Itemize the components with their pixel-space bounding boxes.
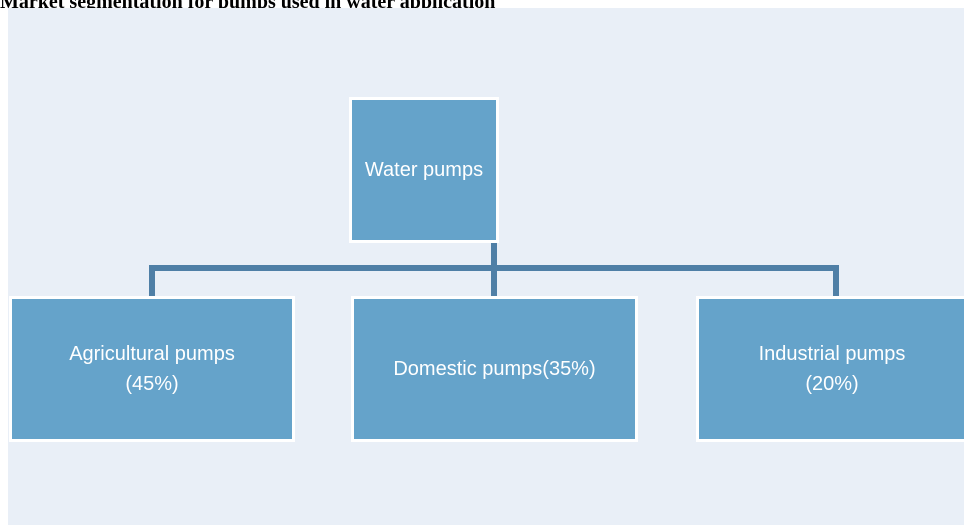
node-label: Domestic pumps(35%)	[393, 358, 596, 380]
node-label: (20%)	[805, 373, 859, 395]
node-label: Agricultural pumps	[69, 343, 235, 365]
node-label: Water pumps	[364, 159, 484, 181]
node-label: Industrial pumps	[758, 343, 906, 365]
connector-lines	[149, 240, 839, 298]
node: Water pumps	[349, 97, 499, 243]
node-label: (45%)	[125, 373, 179, 395]
node: Domestic pumps(35%)	[351, 296, 638, 442]
node: Industrial pumps (20%)	[696, 296, 964, 442]
node: Agricultural pumps (45%)	[9, 296, 295, 442]
